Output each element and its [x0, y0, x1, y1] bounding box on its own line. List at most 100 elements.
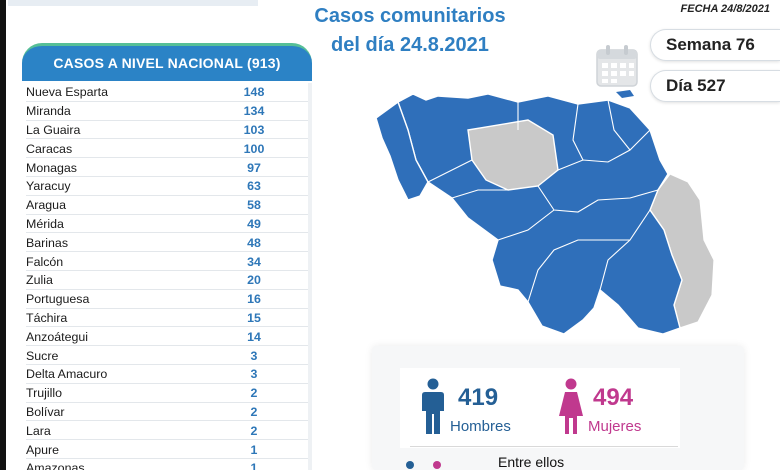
- case-count: 14: [247, 329, 261, 344]
- table-row: Sucre 3: [22, 346, 312, 365]
- day-pill: Día 527: [650, 70, 780, 102]
- case-count: 34: [247, 254, 261, 269]
- table-row: Bolívar 2: [22, 402, 312, 422]
- state-name: Yaracuy: [26, 179, 71, 194]
- case-count: 1: [250, 442, 258, 457]
- table-row: Trujillo 2: [22, 383, 312, 403]
- table-rows: Nueva Esparta 148 Miranda 134 La Guaira 103 Ca…: [22, 83, 312, 470]
- row-divider: [26, 100, 308, 102]
- row-divider: [26, 251, 308, 253]
- state-name: Monagas: [26, 160, 77, 175]
- table-row: Monagas 97: [22, 158, 312, 177]
- mini-man-icon: [406, 461, 414, 469]
- state-name: Táchira: [26, 310, 68, 325]
- case-count: 20: [247, 273, 261, 288]
- table-row: Amazonas 1: [22, 458, 312, 470]
- state-name: Miranda: [26, 104, 71, 119]
- women-label: Mujeres: [588, 418, 642, 435]
- case-count: 2: [250, 423, 258, 438]
- among-label: Entre ellos: [498, 454, 565, 470]
- row-divider: [26, 269, 308, 271]
- state-name: La Guaira: [26, 122, 81, 137]
- case-count: 103: [243, 122, 265, 137]
- week-pill: Semana 76: [650, 29, 780, 61]
- mini-woman-icon: [433, 461, 441, 469]
- man-icon: [422, 378, 444, 434]
- cases-table: CASOS A NIVEL NACIONAL (913) Nueva Espar…: [18, 40, 315, 470]
- men-count: 419: [458, 384, 499, 411]
- row-divider: [26, 307, 308, 309]
- state-name: Barinas: [26, 235, 69, 250]
- case-count: 97: [247, 160, 261, 175]
- table-row: Aragua 58: [22, 195, 312, 215]
- case-count: 1: [250, 461, 258, 470]
- table-row: Mérida 49: [22, 214, 312, 234]
- row-divider: [26, 157, 308, 159]
- case-count: 48: [247, 235, 261, 250]
- case-count: 3: [250, 367, 258, 382]
- table-row: Miranda 134: [22, 101, 312, 121]
- row-divider: [26, 213, 308, 215]
- table-row: Anzoátegui 14: [22, 327, 312, 347]
- table-row: Caracas 100: [22, 139, 312, 159]
- state-name: Caracas: [26, 141, 73, 156]
- case-count: 58: [247, 198, 261, 213]
- state-name: Portuguesa: [26, 292, 90, 307]
- state-name: Apure: [26, 442, 60, 457]
- row-divider: [26, 175, 308, 177]
- row-divider: [26, 420, 308, 422]
- row-divider: [26, 363, 308, 365]
- table-scroll-track[interactable]: [308, 83, 312, 470]
- state-name: Anzoátegui: [26, 329, 89, 344]
- table-header: CASOS A NIVEL NACIONAL (913): [22, 43, 312, 81]
- table-row: Zulia 20: [22, 270, 312, 290]
- state-name: Amazonas: [26, 461, 85, 470]
- table-row: Táchira 15: [22, 308, 312, 328]
- row-divider: [26, 138, 308, 140]
- case-count: 63: [247, 179, 261, 194]
- venezuela-map: [375, 90, 715, 335]
- state-name: Aragua: [26, 198, 66, 213]
- table-row: Falcón 34: [22, 252, 312, 271]
- women-count: 494: [593, 384, 634, 411]
- title-line-2: del día 24.8.2021: [331, 34, 489, 56]
- row-divider: [26, 288, 308, 290]
- state-name: Trujillo: [26, 386, 63, 401]
- row-divider: [26, 232, 308, 234]
- table-row: Delta Amacuro 3: [22, 364, 312, 384]
- men-label: Hombres: [450, 418, 511, 435]
- table-row: Barinas 48: [22, 233, 312, 253]
- row-divider: [26, 457, 308, 459]
- table-row: Apure 1: [22, 440, 312, 459]
- table-row: Lara 2: [22, 421, 312, 441]
- table-row: Yaracuy 63: [22, 176, 312, 196]
- row-divider: [26, 194, 308, 196]
- row-divider: [26, 439, 308, 441]
- case-count: 2: [250, 386, 258, 401]
- state-name: Nueva Esparta: [26, 85, 108, 100]
- window-edge: [0, 0, 6, 470]
- state-name: Zulia: [26, 273, 53, 288]
- table-row: La Guaira 103: [22, 120, 312, 140]
- case-count: 134: [243, 104, 265, 119]
- row-divider: [26, 345, 308, 347]
- state-name: Falcón: [26, 254, 64, 269]
- table-row: Portuguesa 16: [22, 289, 312, 309]
- case-count: 49: [247, 216, 261, 231]
- case-count: 15: [247, 310, 261, 325]
- state-name: Sucre: [26, 348, 59, 363]
- date-label: FECHA 24/8/2021: [680, 3, 770, 15]
- page-title: Casos comunitarios del día 24.8.2021: [280, 2, 540, 60]
- row-divider: [26, 401, 308, 403]
- case-count: 16: [247, 292, 261, 307]
- faded-banner: [8, 0, 258, 6]
- title-line-1: Casos comunitarios: [314, 5, 506, 27]
- stats-divider: [410, 446, 678, 447]
- woman-icon: [559, 378, 583, 434]
- table-row: Nueva Esparta 148: [22, 83, 312, 102]
- state-name: Delta Amacuro: [26, 367, 108, 382]
- calendar-icon: [596, 45, 638, 87]
- stats-inner-panel: [400, 368, 680, 448]
- case-count: 2: [250, 404, 258, 419]
- case-count: 100: [243, 141, 265, 156]
